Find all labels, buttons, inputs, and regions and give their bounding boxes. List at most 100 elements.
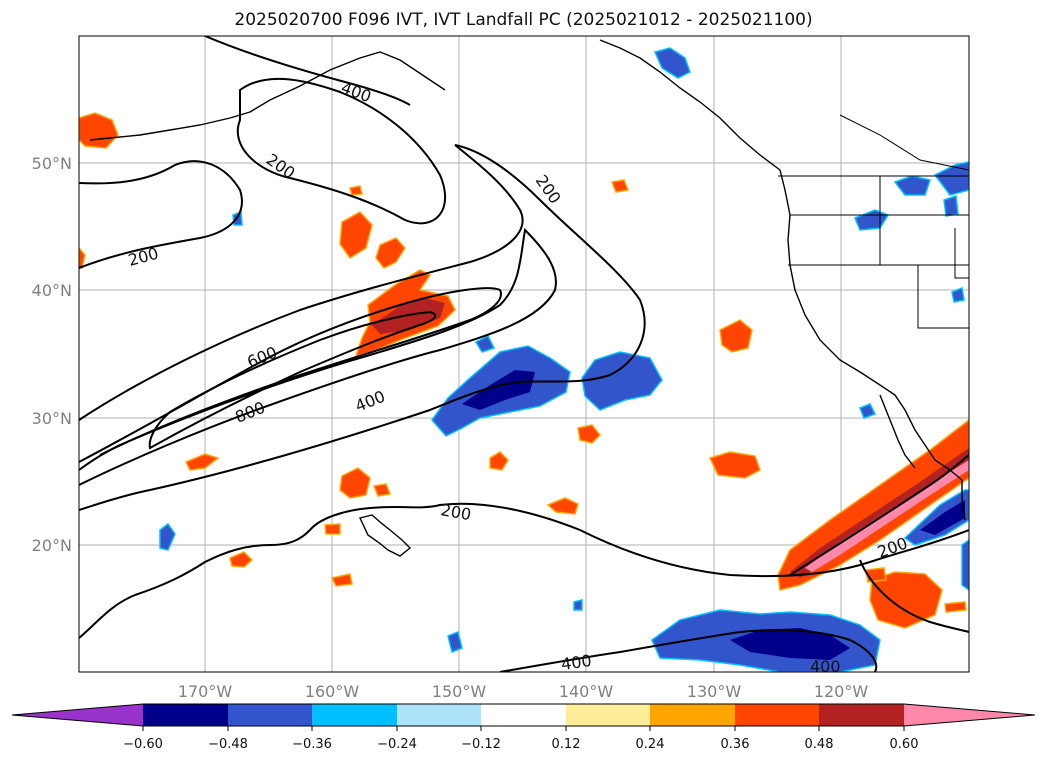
map-title: 2025020700 F096 IVT, IVT Landfall PC (20… [234, 10, 813, 30]
colorbar-segment [143, 704, 228, 726]
lon-label: 140°W [559, 682, 614, 701]
patch-d [719, 319, 753, 353]
political-boundaries [778, 114, 969, 329]
patch-neg-i [961, 539, 969, 591]
colorbar-extend-left [12, 704, 143, 726]
contour-label: 200 [126, 244, 160, 270]
lon-label: 130°W [687, 682, 742, 701]
colorbar-segment [735, 704, 819, 726]
lon-label: 120°W [814, 682, 869, 701]
colorbar-segment [228, 704, 312, 726]
contour-label: 400 [339, 78, 374, 106]
patch-i [184, 453, 220, 471]
contour-200-west [79, 160, 243, 269]
contour-200-south [79, 502, 969, 639]
colorbar-segment [481, 704, 566, 726]
patch-q [865, 567, 887, 583]
contour-400-north [204, 36, 411, 106]
patch-neg-o [653, 47, 691, 79]
patch-neg-e [159, 522, 176, 551]
state-line-az [954, 228, 969, 279]
patch-c [349, 185, 363, 196]
patch-west-edge [79, 246, 86, 269]
coast-southeast [961, 480, 966, 521]
colorbar-segment [819, 704, 904, 726]
contour-label: 200 [532, 171, 565, 207]
patch-jet-core [372, 298, 445, 334]
negative-pc-patches [159, 47, 969, 672]
lon-label: 160°W [305, 682, 360, 701]
state-line-nv [917, 265, 969, 329]
colorbar-tick-label: −0.12 [461, 737, 501, 752]
coast-baja [879, 394, 916, 469]
patch-o [324, 523, 341, 535]
contour-800 [148, 310, 437, 450]
lon-label: 150°W [432, 682, 487, 701]
contour-label: 400 [560, 651, 593, 674]
colorbar-extend-right [904, 704, 1035, 726]
patch-f [489, 451, 509, 471]
patch-neg-g-core [730, 628, 850, 660]
ivt-contours [79, 36, 969, 672]
patch-ar-band-core [805, 460, 969, 572]
patch-ar-band-inner [790, 448, 969, 578]
colorbar-tick-label: −0.48 [208, 737, 248, 752]
colorbar-tick-label: −0.60 [123, 737, 163, 752]
colorbar-segment [566, 704, 650, 726]
latitude-labels: 50°N 40°N 30°N 20°N [32, 154, 72, 555]
coast-west-us [779, 169, 963, 481]
patch-neg-b [581, 351, 663, 411]
lat-label: 20°N [32, 536, 72, 555]
colorbar-segment [397, 704, 481, 726]
patch-n [610, 179, 630, 193]
patch-neg-p [573, 599, 583, 611]
colorbar-tick-label: 0.12 [552, 737, 581, 752]
patch-b [375, 237, 406, 269]
patch-neg-m [943, 194, 959, 217]
patch-e [577, 424, 602, 444]
patch-nw-corner [79, 112, 119, 149]
positive-pc-patches [79, 112, 969, 629]
map-frame [78, 35, 970, 673]
patch-neg-a-core [462, 370, 535, 410]
colorbar-tick-label: 0.60 [890, 737, 919, 752]
patch-p [869, 571, 943, 629]
lat-label: 50°N [32, 154, 72, 173]
contour-400-south [499, 629, 878, 672]
contour-inner-ar [789, 454, 969, 576]
contour-200-main [79, 144, 646, 511]
patch-l [229, 551, 254, 568]
contour-labels: 400 200 200 200 600 800 400 200 200 400 … [126, 78, 910, 676]
colorbar-ticks [142, 726, 905, 731]
patch-neg-n [859, 403, 877, 419]
patch-j [372, 483, 392, 497]
colorbar-tick-label: 0.36 [721, 737, 750, 752]
lon-label: 170°W [178, 682, 233, 701]
patch-neg-c [474, 334, 496, 353]
contour-200-se [859, 559, 969, 633]
colorbar-tick-label: 0.24 [636, 737, 665, 752]
contour-label: 200 [439, 500, 472, 524]
colorbar-tick-label: 0.48 [805, 737, 834, 752]
colorbar-tick-label: −0.36 [292, 737, 332, 752]
patch-m [330, 573, 353, 587]
patch-g [708, 451, 761, 479]
patch-k [546, 497, 579, 515]
contour-label: 400 [810, 657, 841, 676]
colorbar-segment [650, 704, 735, 726]
coast-alaska-aleutians [89, 51, 446, 141]
patch-neg-l [854, 209, 890, 231]
longitude-labels: 170°W 160°W 150°W 140°W 130°W 120°W [178, 682, 869, 701]
lat-label: 40°N [32, 281, 72, 300]
bc-interior [839, 114, 969, 171]
patch-neg-h [903, 489, 969, 546]
coast-alaska-panhandle [599, 39, 781, 171]
patch-neg-q [951, 286, 965, 303]
patch-h [339, 467, 371, 499]
contour-400-main [79, 227, 557, 486]
contour-200-north [237, 77, 446, 225]
patch-neg-j [893, 175, 931, 196]
colorbar: −0.60 −0.48 −0.36 −0.24 −0.12 0.12 0.24 … [11, 703, 1036, 752]
patch-neg-f [447, 630, 463, 654]
